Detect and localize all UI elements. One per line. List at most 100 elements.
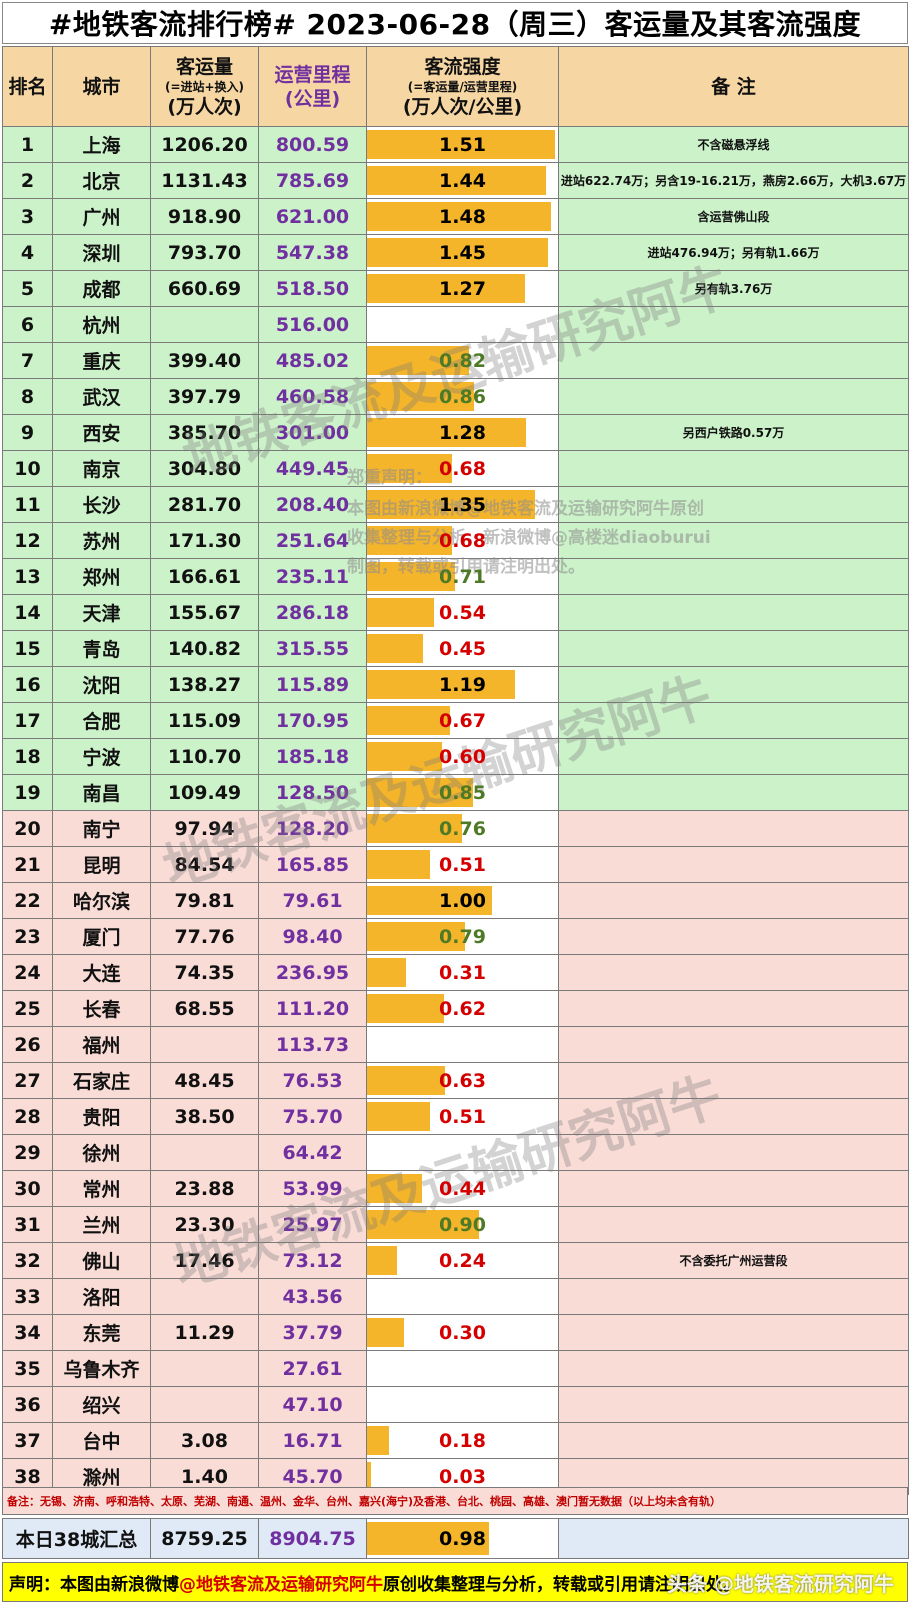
table-row: 5 成都 660.69 518.50 1.27 另有轨3.76万: [2, 270, 909, 307]
mileage-cell: 98.40: [258, 918, 367, 955]
ridership-cell: 304.80: [150, 450, 259, 487]
ridership-cell: 397.79: [150, 378, 259, 415]
total-note: [558, 1518, 909, 1559]
ranking-table: 排名 城市 客运量 (=进站+换入) (万人次) 运营里程 (公里) 客流强度 …: [2, 46, 909, 1495]
ridership-cell: 138.27: [150, 666, 259, 703]
page-title: #地铁客流排行榜# 2023-06-28（周三）客运量及其客流强度: [2, 2, 908, 44]
ridership-cell: 281.70: [150, 486, 259, 523]
intensity-cell: [366, 306, 559, 343]
mileage-cell: 185.18: [258, 738, 367, 775]
table-row: 31 兰州 23.30 25.97 0.90: [2, 1206, 909, 1243]
ridership-cell: [150, 1134, 259, 1171]
table-row: 24 大连 74.35 236.95 0.31: [2, 954, 909, 991]
ridership-cell: 23.30: [150, 1206, 259, 1243]
total-ridership: 8759.25: [150, 1518, 259, 1559]
city-cell: 哈尔滨: [52, 882, 151, 919]
intensity-value: 0.60: [439, 745, 486, 768]
mileage-cell: 251.64: [258, 522, 367, 559]
table-row: 9 西安 385.70 301.00 1.28 另西户铁路0.57万: [2, 414, 909, 451]
intensity-bar: [367, 922, 465, 951]
rank-cell: 8: [2, 378, 53, 415]
rank-cell: 26: [2, 1026, 53, 1063]
declaration: 声明：本图由新浪微博 @地铁客流及运输研究阿牛 原创收集整理与分析，转载或引用请注…: [2, 1562, 908, 1602]
city-cell: 石家庄: [52, 1062, 151, 1099]
table-row: 2 北京 1131.43 785.69 1.44 进站622.74万；另含19-16.21…: [2, 162, 909, 199]
note-cell: [558, 1206, 909, 1243]
intensity-cell: 0.24: [366, 1242, 559, 1279]
note-cell: [558, 918, 909, 955]
total-intensity: 0.98: [439, 1527, 486, 1550]
mileage-cell: 128.20: [258, 810, 367, 847]
city-cell: 南京: [52, 450, 151, 487]
rank-cell: 32: [2, 1242, 53, 1279]
city-cell: 大连: [52, 954, 151, 991]
city-cell: 苏州: [52, 522, 151, 559]
intensity-bar: [367, 202, 551, 231]
intensity-bar: [367, 1246, 397, 1275]
city-cell: 佛山: [52, 1242, 151, 1279]
total-intensity-bar: [367, 1522, 489, 1555]
note-cell: 含运营佛山段: [558, 198, 909, 235]
footnote: 备注：无锡、济南、呼和浩特、太原、芜湖、南通、温州、金华、台州、嘉兴(海宁)及香…: [2, 1487, 908, 1515]
intensity-cell: [366, 1386, 559, 1423]
intensity-cell: 0.18: [366, 1422, 559, 1459]
city-cell: 武汉: [52, 378, 151, 415]
declaration-author: @地铁客流及运输研究阿牛: [179, 1574, 383, 1595]
rank-cell: 3: [2, 198, 53, 235]
ridership-cell: 110.70: [150, 738, 259, 775]
mileage-cell: 53.99: [258, 1170, 367, 1207]
total-intensity-cell: 0.98: [366, 1518, 559, 1559]
city-cell: 南宁: [52, 810, 151, 847]
note-cell: [558, 594, 909, 631]
ridership-cell: 1206.20: [150, 126, 259, 163]
city-cell: 深圳: [52, 234, 151, 271]
ridership-cell: 17.46: [150, 1242, 259, 1279]
ridership-cell: 918.90: [150, 198, 259, 235]
mileage-cell: 128.50: [258, 774, 367, 811]
mileage-cell: 165.85: [258, 846, 367, 883]
rank-cell: 15: [2, 630, 53, 667]
table-row: 10 南京 304.80 449.45 0.68: [2, 450, 909, 487]
city-cell: 乌鲁木齐: [52, 1350, 151, 1387]
ridership-cell: 171.30: [150, 522, 259, 559]
table-row: 16 沈阳 138.27 115.89 1.19: [2, 666, 909, 703]
table-row: 21 昆明 84.54 165.85 0.51: [2, 846, 909, 883]
city-cell: 洛阳: [52, 1278, 151, 1315]
mileage-cell: 75.70: [258, 1098, 367, 1135]
ridership-cell: 68.55: [150, 990, 259, 1027]
intensity-cell: 0.60: [366, 738, 559, 775]
watermark-notice-title: 郑重声明：: [347, 468, 432, 488]
table-row: 7 重庆 399.40 485.02 0.82: [2, 342, 909, 379]
intensity-bar: [367, 1318, 404, 1347]
mileage-cell: 286.18: [258, 594, 367, 631]
intensity-bar: [367, 418, 526, 447]
table-row: 15 青岛 140.82 315.55 0.45: [2, 630, 909, 667]
ridership-cell: 3.08: [150, 1422, 259, 1459]
total-mileage: 8904.75: [258, 1518, 367, 1559]
table-row: 11 长沙 281.70 208.40 1.35: [2, 486, 909, 523]
ridership-cell: 155.67: [150, 594, 259, 631]
intensity-value: 0.86: [439, 385, 486, 408]
ridership-cell: 74.35: [150, 954, 259, 991]
intensity-value: 0.18: [439, 1429, 486, 1452]
city-cell: 福州: [52, 1026, 151, 1063]
rank-cell: 9: [2, 414, 53, 451]
note-cell: [558, 702, 909, 739]
rank-cell: 17: [2, 702, 53, 739]
table-row: 8 武汉 397.79 460.58 0.86: [2, 378, 909, 415]
mileage-cell: 236.95: [258, 954, 367, 991]
intensity-bar: [367, 1174, 422, 1203]
mileage-cell: 449.45: [258, 450, 367, 487]
intensity-bar: [367, 166, 546, 195]
rank-cell: 27: [2, 1062, 53, 1099]
intensity-cell: 1.35: [366, 486, 559, 523]
city-cell: 长沙: [52, 486, 151, 523]
note-cell: 进站476.94万；另有轨1.66万: [558, 234, 909, 271]
watermark-notice-line-3: 制图，转载或引用请注明出处。: [347, 557, 585, 577]
intensity-cell: 0.45: [366, 630, 559, 667]
mileage-cell: 111.20: [258, 990, 367, 1027]
table-row: 32 佛山 17.46 73.12 0.24 不含委托广州运营段: [2, 1242, 909, 1279]
watermark-notice-line-1: 本图由新浪微博@地铁客流及运输研究阿牛原创: [347, 499, 704, 519]
city-cell: 杭州: [52, 306, 151, 343]
intensity-value: 0.82: [439, 349, 486, 372]
